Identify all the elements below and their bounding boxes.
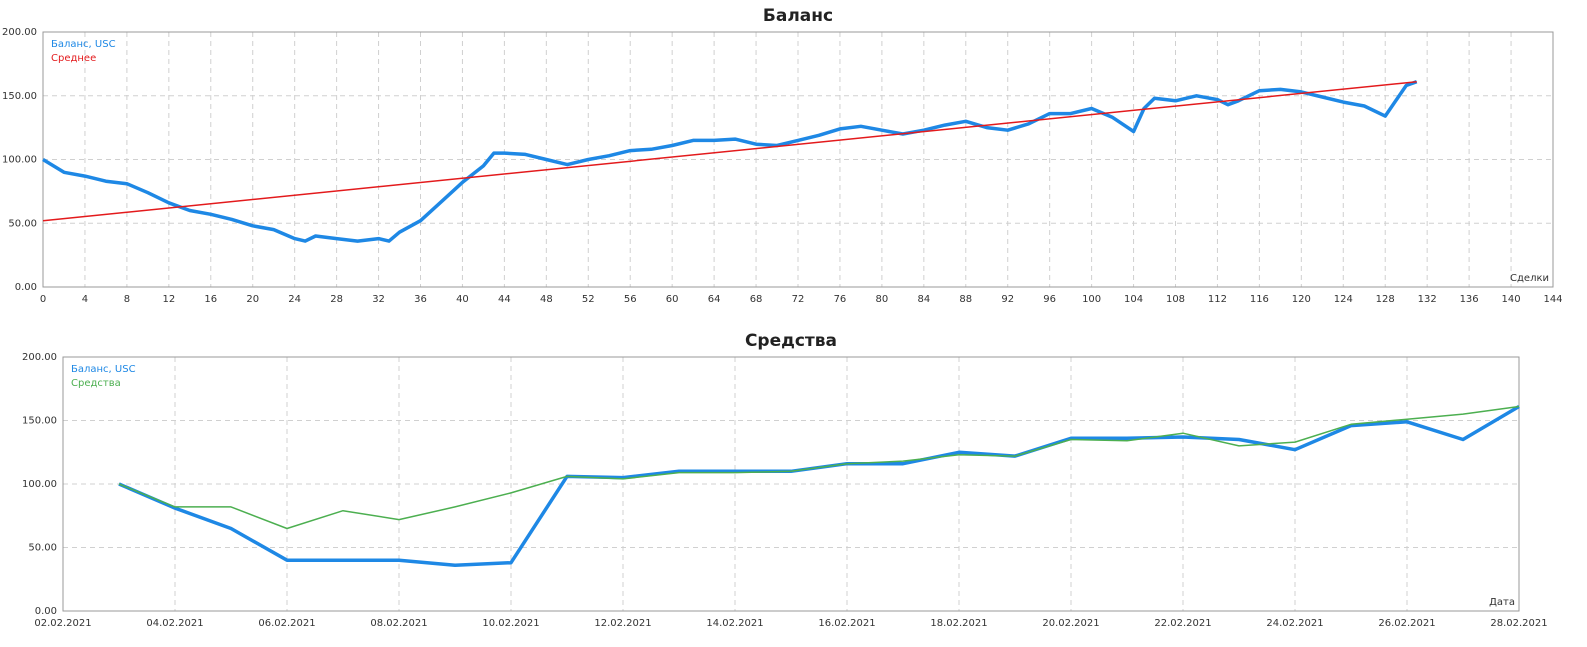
x-tick-label: 24 (288, 294, 301, 305)
x-tick-label: 88 (959, 294, 972, 305)
series-line (118, 404, 1520, 568)
chart-title: Средства (745, 331, 837, 351)
x-axis-label: Дата (1489, 597, 1515, 608)
chart-title: Баланс (763, 6, 833, 26)
y-tick-label: 0.00 (35, 606, 57, 617)
y-tick-label: 100.00 (22, 479, 57, 490)
x-tick-label: 02.02.2021 (34, 618, 91, 629)
y-tick-label: 100.00 (2, 155, 37, 166)
x-tick-label: 04.02.2021 (146, 618, 203, 629)
series-line (118, 405, 1520, 530)
y-tick-label: 0.00 (15, 282, 37, 293)
x-tick-label: 10.02.2021 (482, 618, 539, 629)
x-tick-label: 28.02.2021 (1490, 618, 1547, 629)
x-tick-label: 12 (162, 294, 175, 305)
x-tick-label: 72 (792, 294, 805, 305)
x-tick-label: 84 (917, 294, 930, 305)
x-tick-label: 48 (540, 294, 553, 305)
legend-entry: Средства (71, 378, 121, 389)
x-tick-label: 18.02.2021 (930, 618, 987, 629)
x-tick-label: 60 (666, 294, 679, 305)
x-tick-label: 68 (750, 294, 763, 305)
x-tick-label: 100 (1082, 294, 1101, 305)
x-tick-label: 20 (246, 294, 259, 305)
legend-entry: Среднее (51, 53, 96, 64)
x-tick-label: 104 (1124, 294, 1143, 305)
x-tick-label: 22.02.2021 (1154, 618, 1211, 629)
x-tick-label: 12.02.2021 (594, 618, 651, 629)
x-tick-label: 24.02.2021 (1266, 618, 1323, 629)
x-tick-label: 28 (330, 294, 343, 305)
legend-entry: Баланс, USC (71, 364, 136, 375)
x-tick-label: 120 (1292, 294, 1311, 305)
series-line (42, 80, 1417, 222)
x-tick-label: 132 (1418, 294, 1437, 305)
x-tick-label: 92 (1001, 294, 1014, 305)
x-tick-label: 32 (372, 294, 385, 305)
x-tick-label: 108 (1166, 294, 1185, 305)
x-tick-label: 4 (82, 294, 88, 305)
y-tick-label: 150.00 (2, 91, 37, 102)
x-tick-label: 96 (1043, 294, 1056, 305)
x-tick-label: 64 (708, 294, 721, 305)
x-tick-label: 44 (498, 294, 511, 305)
legend-entry: Баланс, USC (51, 39, 116, 50)
x-tick-label: 144 (1543, 294, 1562, 305)
x-tick-label: 140 (1502, 294, 1521, 305)
x-tick-label: 116 (1250, 294, 1269, 305)
x-tick-label: 112 (1208, 294, 1227, 305)
x-tick-label: 136 (1460, 294, 1479, 305)
x-axis-label: Сделки (1510, 273, 1549, 284)
x-tick-label: 8 (124, 294, 130, 305)
x-tick-label: 128 (1376, 294, 1395, 305)
x-tick-label: 36 (414, 294, 427, 305)
x-tick-label: 06.02.2021 (258, 618, 315, 629)
x-tick-label: 80 (876, 294, 889, 305)
y-tick-label: 200.00 (22, 352, 57, 363)
y-tick-label: 200.00 (2, 27, 37, 38)
x-tick-label: 08.02.2021 (370, 618, 427, 629)
x-tick-label: 16 (204, 294, 217, 305)
x-tick-label: 52 (582, 294, 595, 305)
series-line (42, 80, 1418, 243)
x-tick-label: 14.02.2021 (706, 618, 763, 629)
x-tick-label: 20.02.2021 (1042, 618, 1099, 629)
x-tick-label: 40 (456, 294, 469, 305)
x-tick-label: 0 (40, 294, 46, 305)
y-tick-label: 150.00 (22, 416, 57, 427)
plot-frame (62, 356, 1520, 612)
x-tick-label: 16.02.2021 (818, 618, 875, 629)
x-tick-label: 56 (624, 294, 637, 305)
x-tick-label: 76 (834, 294, 847, 305)
y-tick-label: 50.00 (8, 218, 37, 229)
x-tick-label: 26.02.2021 (1378, 618, 1435, 629)
x-tick-label: 124 (1334, 294, 1353, 305)
y-tick-label: 50.00 (28, 543, 57, 554)
